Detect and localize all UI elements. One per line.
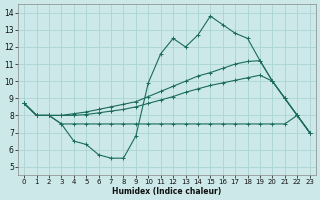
X-axis label: Humidex (Indice chaleur): Humidex (Indice chaleur): [112, 187, 221, 196]
